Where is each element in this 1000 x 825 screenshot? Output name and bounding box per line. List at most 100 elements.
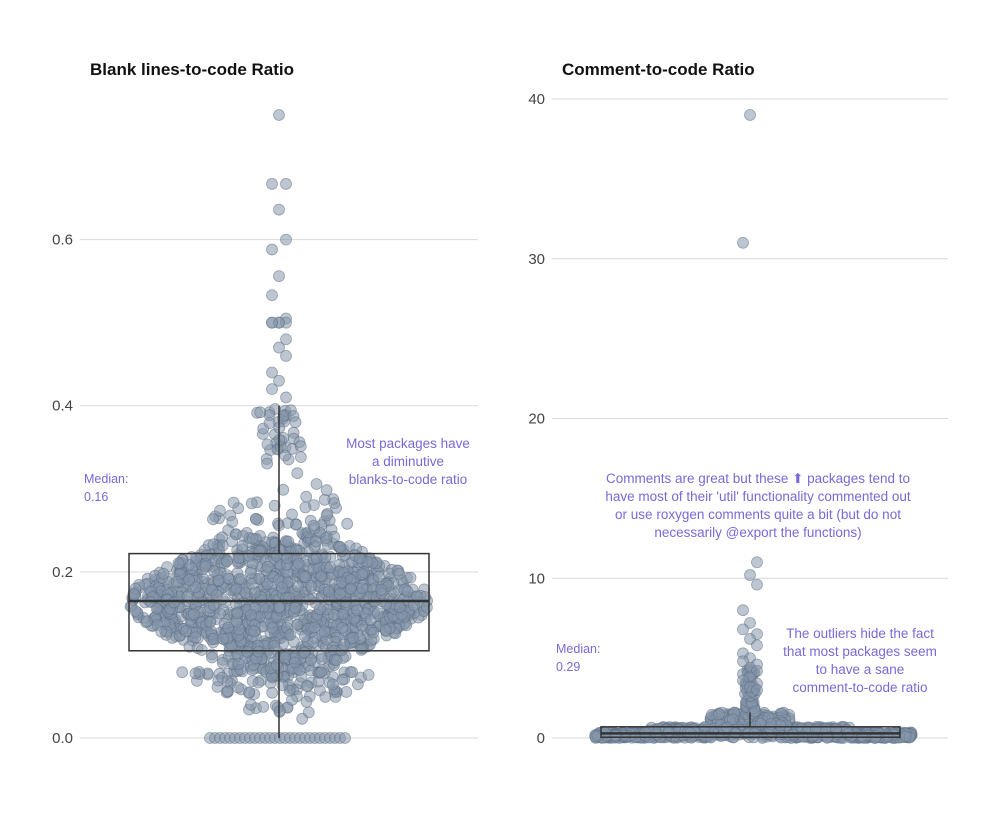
data-point — [294, 440, 307, 453]
data-point — [404, 571, 417, 584]
data-point — [364, 614, 377, 627]
data-point — [282, 535, 295, 548]
median-value: 0.29 — [556, 660, 580, 674]
data-point — [261, 560, 274, 573]
data-point — [172, 557, 185, 570]
data-point — [183, 574, 196, 586]
data-point — [288, 656, 301, 669]
data-point — [261, 457, 274, 470]
data-point — [189, 667, 202, 680]
data-point — [328, 497, 341, 510]
y-tick-label: 10 — [528, 570, 545, 587]
annotation-line: necessarily @export the functions) — [654, 525, 861, 540]
data-point — [266, 686, 279, 699]
data-point — [341, 517, 354, 530]
outlier-point — [273, 374, 285, 387]
data-point — [307, 519, 320, 532]
data-point — [222, 621, 235, 634]
annotation-line: blanks-to-code ratio — [349, 472, 468, 487]
data-point — [289, 601, 301, 614]
panel-blank-lines: Blank lines-to-code Ratio 0.0 0.2 0.4 0.6 M… — [52, 60, 478, 747]
data-point — [268, 639, 281, 652]
annotation-line: a diminutive — [372, 454, 444, 469]
data-point — [176, 666, 189, 679]
data-point — [330, 654, 343, 667]
data-point — [393, 601, 406, 613]
data-point — [351, 604, 363, 617]
data-point — [319, 532, 332, 544]
outlier-point — [737, 236, 749, 249]
outlier-point — [266, 178, 278, 190]
data-point — [713, 708, 725, 721]
data-point — [216, 539, 229, 552]
data-point — [190, 551, 203, 564]
data-point — [420, 601, 433, 614]
data-point — [319, 691, 332, 703]
panel-title: Comment-to-code Ratio — [562, 60, 755, 79]
data-point — [248, 625, 261, 637]
data-point — [226, 516, 239, 528]
data-point — [327, 609, 340, 621]
annotation-line: that most packages seem — [783, 644, 937, 659]
data-point — [195, 644, 208, 656]
data-point — [237, 530, 249, 542]
data-point — [393, 567, 406, 580]
data-point — [286, 508, 298, 521]
data-point — [266, 622, 279, 634]
outlier-point — [751, 639, 763, 652]
data-point — [291, 467, 304, 480]
data-point — [252, 645, 265, 658]
outlier-point — [266, 243, 278, 256]
data-point — [300, 490, 313, 503]
data-point — [765, 718, 777, 730]
annotation-line: Most packages have — [346, 436, 470, 451]
data-point — [222, 572, 235, 585]
data-point — [353, 552, 366, 564]
panel-title: Blank lines-to-code Ratio — [90, 60, 294, 79]
data-point — [207, 513, 219, 526]
data-point — [315, 653, 328, 666]
data-point — [355, 644, 368, 656]
data-point — [320, 484, 333, 497]
data-point — [279, 651, 291, 664]
data-point — [244, 698, 257, 711]
data-point — [245, 497, 258, 510]
data-point — [298, 646, 311, 659]
data-point — [129, 605, 142, 617]
outlier-point — [744, 569, 756, 581]
data-point — [187, 608, 200, 620]
data-point — [268, 499, 281, 512]
outlier-point — [751, 556, 763, 569]
annotation-line: or use roxygen comments quite a bit (but… — [615, 507, 901, 522]
outlier-point — [737, 604, 749, 617]
data-point — [356, 568, 369, 581]
outlier-point — [273, 203, 285, 216]
data-point — [299, 501, 312, 514]
data-point — [231, 607, 244, 620]
data-point — [338, 638, 350, 651]
y-tick-label: 0.2 — [52, 564, 73, 581]
outlier-point — [273, 341, 285, 354]
data-point — [322, 585, 335, 598]
data-point — [315, 666, 328, 679]
data-point — [726, 713, 739, 726]
median-label: Median: — [556, 642, 600, 656]
data-point — [274, 705, 286, 717]
data-point — [180, 625, 192, 638]
data-point — [345, 582, 357, 595]
data-point — [170, 575, 183, 588]
annotation-line: to have a sane — [816, 662, 905, 677]
data-point — [299, 571, 312, 583]
data-point — [367, 626, 380, 639]
data-point — [206, 651, 218, 664]
data-point — [334, 588, 346, 600]
data-point — [217, 633, 230, 645]
annotation-line: Comments are great but these ⬆ packages … — [606, 471, 910, 486]
data-point — [356, 582, 369, 594]
outlier-point — [266, 366, 278, 379]
data-point — [324, 561, 337, 574]
data-point — [227, 496, 240, 509]
outlier-point — [280, 349, 292, 362]
